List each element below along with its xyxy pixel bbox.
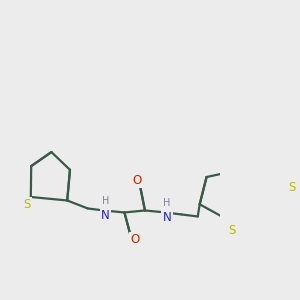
Text: S: S — [23, 199, 31, 212]
Text: O: O — [131, 233, 140, 246]
Text: H: H — [163, 199, 171, 208]
Text: N: N — [101, 209, 110, 222]
Text: O: O — [132, 174, 142, 187]
Text: S: S — [228, 224, 236, 237]
Text: H: H — [102, 196, 109, 206]
Text: S: S — [289, 181, 296, 194]
Text: N: N — [163, 211, 171, 224]
